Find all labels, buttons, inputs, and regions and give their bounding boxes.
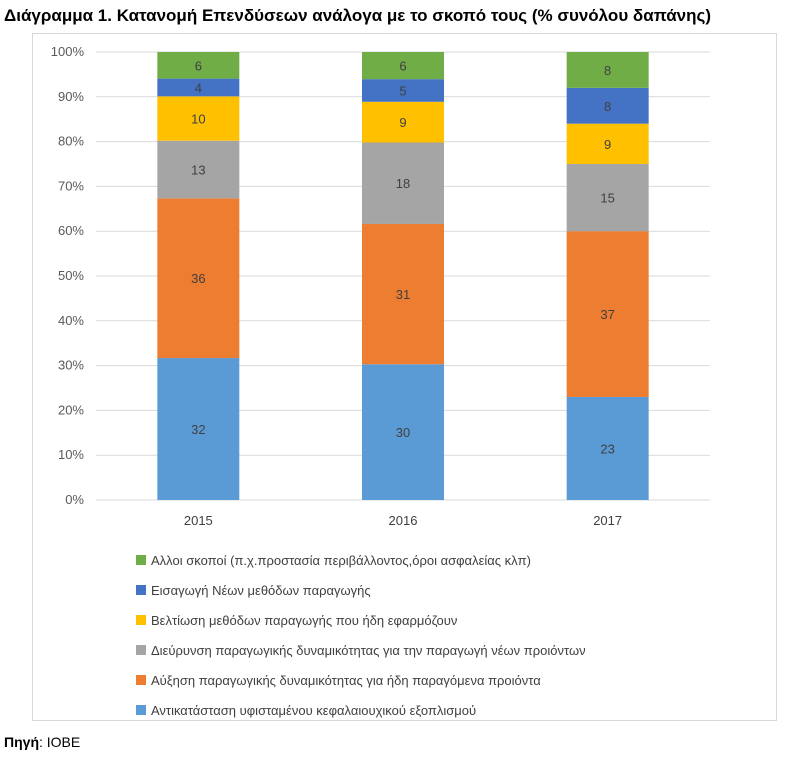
y-tick-label: 0% [65, 492, 84, 507]
y-tick-label: 60% [58, 223, 84, 238]
legend-swatch [136, 705, 146, 715]
bar-segment [362, 142, 444, 224]
legend-label: Αντικατάσταση υφισταμένου κεφαλαιουχικού… [151, 702, 477, 718]
legend-swatch [136, 555, 146, 565]
data-label: 23 [600, 441, 614, 456]
bar-segment [362, 52, 444, 80]
source-separator: : [39, 734, 47, 750]
data-label: 15 [600, 191, 614, 206]
legend-item: Διεύρυνση παραγωγικής δυναμικότητας για … [136, 635, 586, 665]
chart-title: Διάγραμμα 1. Κατανομή Επενδύσεων ανάλογα… [4, 6, 712, 25]
legend: Αλλοι σκοποί (π.χ.προστασία περιβάλλοντο… [136, 545, 586, 725]
data-label: 31 [396, 287, 410, 302]
bar-segment [157, 140, 240, 199]
chart-frame [32, 33, 777, 721]
data-label: 10 [191, 112, 205, 127]
y-tick-label: 40% [58, 313, 84, 328]
x-tick-label: 2015 [184, 513, 213, 528]
source-label: Πηγή [4, 734, 39, 750]
y-tick-label: 10% [58, 447, 84, 462]
y-tick-label: 70% [58, 178, 84, 193]
legend-label: Αλλοι σκοποί (π.χ.προστασία περιβάλλοντο… [151, 552, 531, 568]
source-value: IOBE [46, 734, 81, 750]
bar-segment [157, 96, 240, 141]
data-label: 4 [195, 80, 202, 95]
legend-item: Εισαγωγή Νέων μεθόδων παραγωγής [136, 575, 586, 605]
bar-segment [566, 231, 649, 397]
legend-swatch [136, 615, 146, 625]
bar-segment [157, 198, 240, 359]
stacked-bar-chart: 0% 10% 20% 30% 40% 50% 60% 70% 80% 90% 100% 32 36 13… [51, 44, 710, 528]
y-tick-label: 80% [58, 134, 84, 149]
y-tick-label: 30% [58, 358, 84, 373]
data-label: 6 [195, 58, 202, 73]
bar-segment [362, 223, 444, 365]
data-label: 36 [191, 271, 205, 286]
bar-segment [157, 358, 240, 500]
data-label: 9 [399, 115, 406, 130]
data-label: 8 [604, 63, 611, 78]
bar-segment [566, 123, 649, 164]
data-label: 9 [604, 137, 611, 152]
legend-item: Αντικατάσταση υφισταμένου κεφαλαιουχικού… [136, 695, 586, 725]
y-tick-label: 90% [58, 89, 84, 104]
legend-swatch [136, 675, 146, 685]
source-note: Πηγή: IOBE [4, 734, 80, 750]
legend-label: Βελτίωση μεθόδων παραγωγής που ήδη εφαρμ… [151, 612, 458, 628]
legend-item: Αλλοι σκοποί (π.χ.προστασία περιβάλλοντο… [136, 545, 586, 575]
legend-label: Αύξηση παραγωγικής δυναμικότητας για ήδη… [151, 672, 541, 688]
x-axis-ticks: 2015 2016 2017 [184, 513, 622, 528]
bar-segment [566, 396, 649, 500]
bars: 32 36 13 10 4 6 30 31 18 9 5 6 23 37 15 9 8 8 [157, 52, 649, 500]
data-label: 13 [191, 163, 205, 178]
y-tick-label: 20% [58, 402, 84, 417]
y-tick-label: 50% [58, 268, 84, 283]
legend-swatch [136, 645, 146, 655]
bar-segment [157, 78, 240, 97]
bar-segment [566, 52, 649, 88]
y-tick-label: 100% [51, 44, 85, 59]
bar-segment [362, 364, 444, 500]
x-tick-label: 2017 [593, 513, 622, 528]
data-label: 37 [600, 307, 614, 322]
y-axis-ticks: 0% 10% 20% 30% 40% 50% 60% 70% 80% 90% 100% [51, 44, 85, 507]
data-label: 32 [191, 422, 205, 437]
bar-segment [362, 79, 444, 102]
data-label: 6 [399, 59, 406, 74]
legend-item: Αύξηση παραγωγικής δυναμικότητας για ήδη… [136, 665, 586, 695]
legend-label: Εισαγωγή Νέων μεθόδων παραγωγής [151, 582, 371, 598]
x-tick-label: 2016 [389, 513, 418, 528]
bar-segment [157, 52, 240, 79]
legend-item: Βελτίωση μεθόδων παραγωγής που ήδη εφαρμ… [136, 605, 586, 635]
data-label: 18 [396, 176, 410, 191]
data-label: 5 [399, 83, 406, 98]
data-label: 30 [396, 425, 410, 440]
data-label: 8 [604, 99, 611, 114]
bar-segment [362, 101, 444, 143]
bar-segment [566, 87, 649, 124]
legend-swatch [136, 585, 146, 595]
legend-label: Διεύρυνση παραγωγικής δυναμικότητας για … [151, 642, 586, 658]
bar-segment [566, 164, 649, 232]
